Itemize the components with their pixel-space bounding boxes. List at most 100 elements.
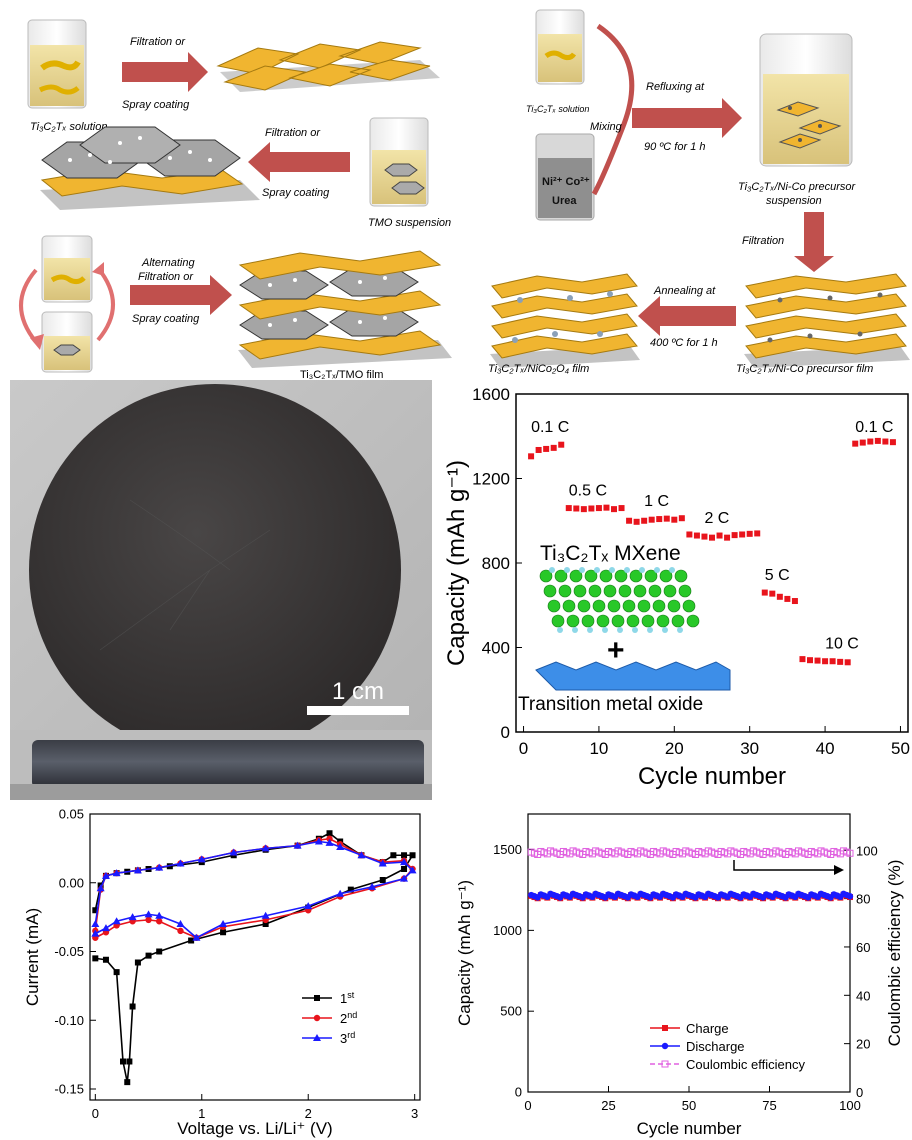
mxene-solution-label: Ti₃C₂Tₓ solution: [30, 121, 107, 133]
cv-curve-3rd: [94, 840, 414, 939]
rate-data-point: [859, 439, 866, 446]
cv-point: [368, 882, 377, 890]
x-tick-label: 25: [601, 1098, 615, 1113]
y-axis-label: Capacity (mAh g⁻¹): [455, 880, 474, 1026]
rate-data-point: [580, 506, 587, 513]
rate-data-point: [671, 516, 678, 523]
inset-plus: +: [607, 634, 625, 667]
cv-point: [188, 937, 195, 944]
x-tick-label: 0: [92, 1106, 99, 1121]
ti-atom: [596, 614, 610, 628]
ti-atom: [667, 599, 681, 613]
x-axis-label: Cycle number: [638, 763, 786, 790]
film-photograph: 1 cm: [10, 380, 432, 800]
rate-data-point: [874, 437, 881, 444]
rate-data-point: [784, 595, 791, 602]
mxene-film: [216, 41, 440, 92]
y-right-tick-label: 40: [856, 988, 870, 1003]
t-atom: [572, 627, 578, 633]
rate-annotation: 0.5 C: [569, 482, 607, 499]
cycle-point-discharge: [846, 893, 854, 900]
cv-point: [400, 858, 409, 866]
ti-atom: [581, 614, 595, 628]
filtration-label: Filtration: [742, 235, 784, 247]
annealing-arrow: [638, 296, 736, 336]
cv-point: [304, 902, 313, 910]
t-atom: [564, 567, 570, 573]
mixing-label: Mixing: [590, 121, 623, 133]
rate-annotation: 10 C: [825, 636, 859, 653]
rate-data-point: [686, 531, 693, 538]
suspension-label-1: Ti₃C₂Tₓ/Ni-Co precursor: [738, 181, 856, 193]
mxene-film-disc: [29, 384, 401, 756]
t-atom: [602, 627, 608, 633]
t-atom: [617, 627, 623, 633]
rate-data-point: [761, 589, 768, 596]
rate-annotation: 1 C: [644, 493, 669, 510]
ti-atom: [644, 569, 658, 583]
alternating-beakers: [19, 235, 115, 373]
rate-data-point: [611, 506, 617, 513]
cv-point: [261, 844, 270, 852]
rate-data-point: [837, 658, 844, 665]
cv-point: [390, 852, 397, 859]
process-arrow-2: [248, 142, 350, 182]
cv-point: [219, 920, 228, 927]
legend-label: 1st: [340, 990, 355, 1006]
rate-data-point: [731, 532, 738, 539]
x-tick-label: 0: [524, 1098, 531, 1113]
mxene-structure-inset: Ti₃C₂Tₓ MXene + Transition metal oxide: [518, 542, 731, 715]
cv-point: [177, 927, 184, 935]
y-tick-label: 0: [501, 723, 510, 742]
y-tick-label: 500: [500, 1004, 522, 1019]
rate-data-point: [889, 439, 896, 446]
x-tick-label: 30: [740, 739, 759, 758]
rate-annotation: 5 C: [765, 567, 790, 584]
rate-data-point: [844, 659, 851, 666]
rate-data-point: [807, 657, 813, 664]
cv-point: [91, 920, 100, 927]
ti-atom: [671, 614, 685, 628]
rate-data-point: [633, 518, 640, 525]
cv-point: [357, 851, 366, 859]
y-tick-label: -0.15: [54, 1082, 84, 1097]
x-axis-label: Cycle number: [637, 1119, 742, 1138]
cv-point: [347, 886, 354, 893]
ti-atom: [547, 599, 561, 613]
cv-point: [176, 920, 185, 927]
process-arrow-1: [122, 52, 208, 92]
cv-point: [155, 863, 164, 871]
precursor-film: [744, 273, 910, 368]
t-atom: [677, 627, 683, 633]
cv-point: [145, 952, 152, 959]
rate-data-point: [663, 515, 670, 522]
rate-data-point: [595, 505, 602, 512]
rate-data-point: [709, 534, 715, 541]
cv-point: [129, 1003, 136, 1010]
cv-point: [92, 955, 99, 962]
t-atom: [624, 567, 630, 573]
cv-point: [336, 843, 345, 850]
ti-atom: [626, 614, 640, 628]
y-right-tick-label: 20: [856, 1037, 870, 1052]
y-tick-label: 0.05: [59, 807, 84, 822]
ti-atom: [566, 614, 580, 628]
y-right-tick-label: 60: [856, 940, 870, 955]
legend-label: Coulombic efficiency: [686, 1057, 805, 1072]
step3-arrow-label-1: Alternating: [141, 257, 195, 269]
x-tick-label: 3: [411, 1106, 418, 1121]
scale-bar: [307, 706, 409, 715]
rate-data-point: [867, 438, 874, 445]
x-tick-label: 0: [519, 739, 528, 758]
rate-annotation: 2 C: [704, 510, 729, 527]
rate-data-point: [678, 515, 685, 522]
cv-point: [220, 929, 227, 936]
rolled-film: [32, 740, 424, 788]
y-tick-label: 1600: [472, 385, 510, 404]
ti-atom: [656, 614, 670, 628]
x-tick-label: 75: [762, 1098, 776, 1113]
x-tick-label: 100: [839, 1098, 861, 1113]
cv-point: [128, 913, 137, 921]
rate-data-point: [701, 533, 708, 540]
plot-frame: [89, 813, 421, 1101]
